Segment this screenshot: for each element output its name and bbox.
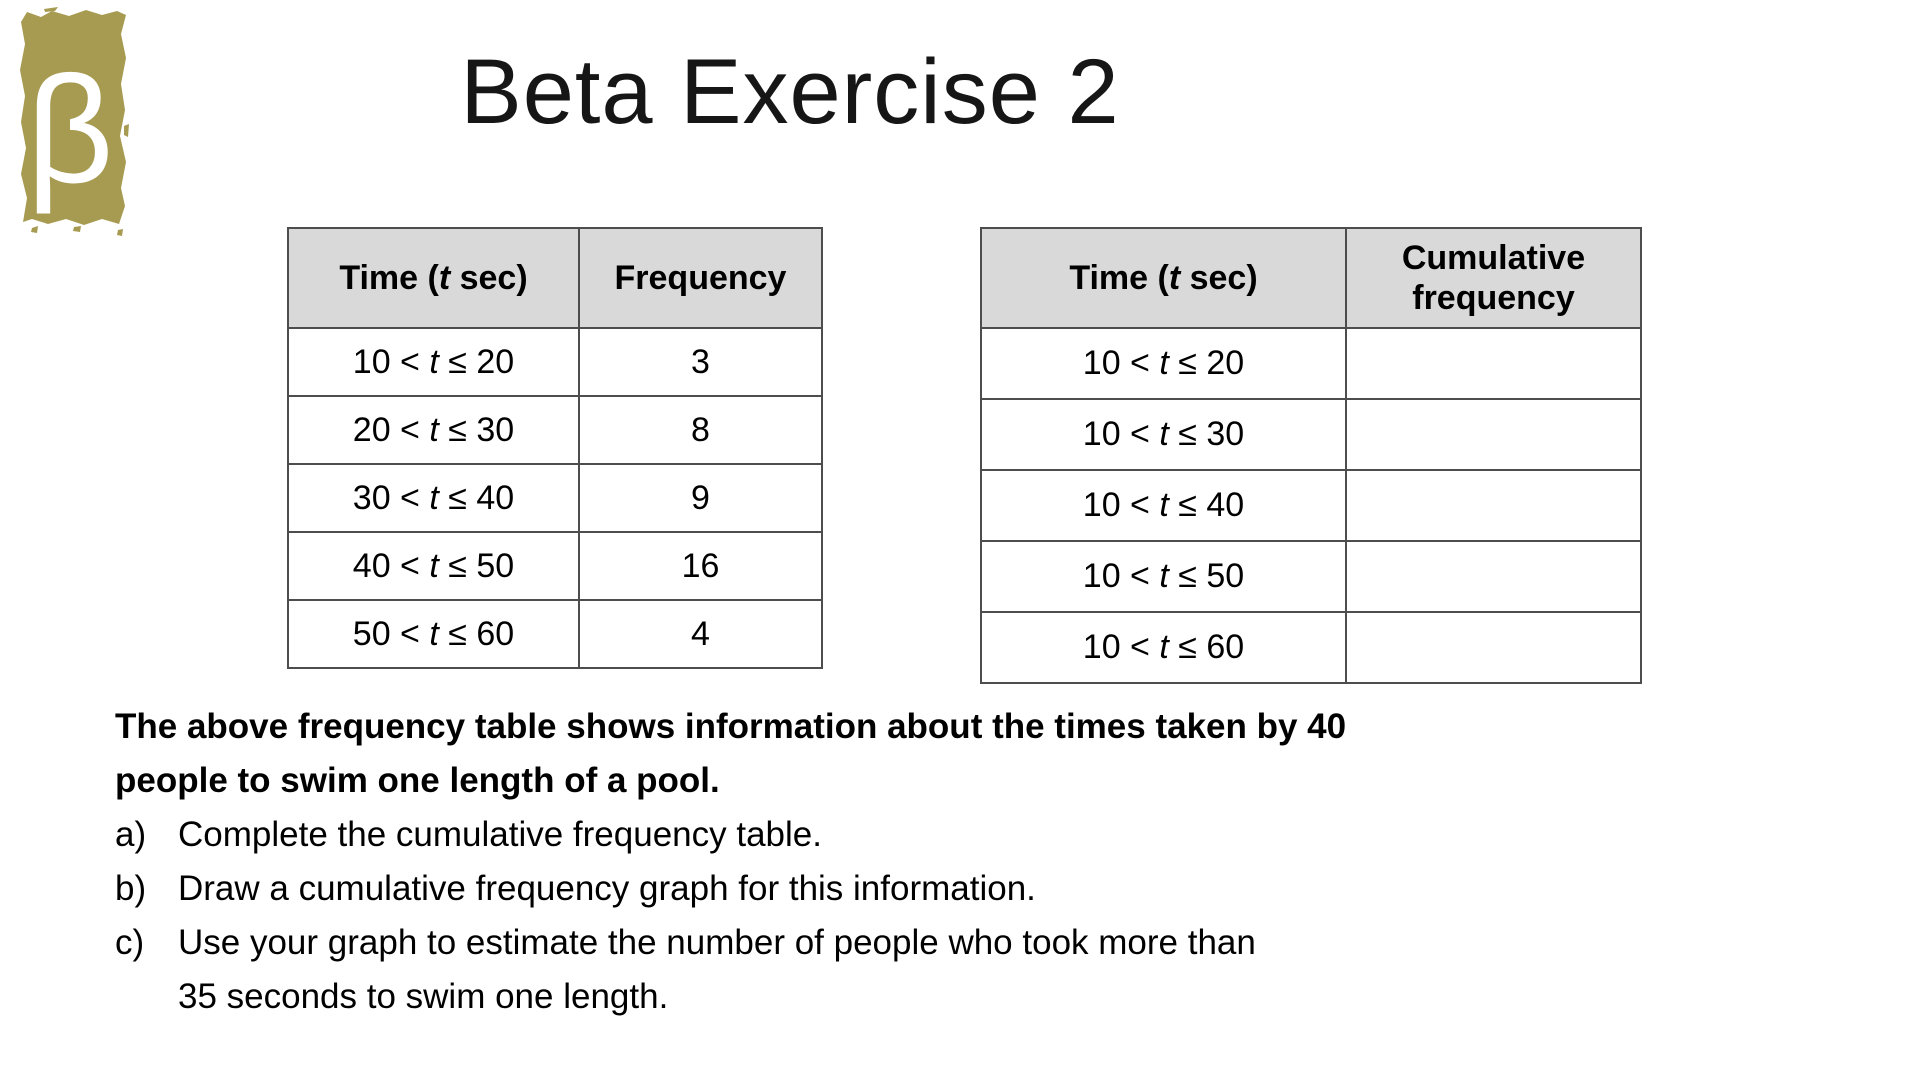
problem-statement: The above frequency table shows informat… <box>115 700 1460 1024</box>
cumulative-value-cell <box>1345 469 1642 542</box>
table-row: 10 < t ≤ 30 <box>980 398 1642 471</box>
interval-variable: t <box>1159 628 1169 666</box>
frequency-value-cell: 16 <box>578 531 823 601</box>
question-line: Use your graph to estimate the number of… <box>178 923 1256 962</box>
table-row: 50 < t ≤ 60 4 <box>287 599 823 669</box>
interval-lower: 10 < <box>352 342 430 381</box>
interval-upper: ≤ 50 <box>438 546 515 585</box>
time-interval-cell: 10 < t ≤ 40 <box>980 469 1347 542</box>
table-row: 10 < t ≤ 20 <box>980 327 1642 400</box>
question-item-a: a) Complete the cumulative frequency tab… <box>115 808 1460 862</box>
table-row: 10 < t ≤ 20 3 <box>287 327 823 397</box>
table-row: 30 < t ≤ 40 9 <box>287 463 823 533</box>
interval-lower: 10 < <box>1082 415 1160 453</box>
interval-lower: 10 < <box>1082 486 1160 524</box>
cumulative-value-cell <box>1345 398 1642 471</box>
time-interval-cell: 10 < t ≤ 50 <box>980 540 1347 613</box>
interval-lower: 10 < <box>1082 628 1160 666</box>
cumulative-value-cell <box>1345 540 1642 613</box>
problem-intro: The above frequency table shows informat… <box>115 700 1460 808</box>
interval-upper: ≤ 50 <box>1168 557 1245 595</box>
time-header-variable: t <box>1168 259 1181 297</box>
table-row: 20 < t ≤ 30 8 <box>287 395 823 465</box>
frequency-table: Time (t sec) Frequency 10 < t ≤ 20 3 20 … <box>287 227 823 669</box>
table-row: 10 < t ≤ 60 <box>980 611 1642 684</box>
frequency-value-cell: 9 <box>578 463 823 533</box>
interval-variable: t <box>429 410 439 449</box>
time-header-unit: sec) <box>450 259 528 297</box>
cumulative-value-cell <box>1345 327 1642 400</box>
interval-lower: 50 < <box>352 614 430 653</box>
time-interval-cell: 20 < t ≤ 30 <box>287 395 580 465</box>
question-label: a) <box>115 815 147 854</box>
interval-upper: ≤ 30 <box>438 410 515 449</box>
frequency-table-header-row: Time (t sec) Frequency <box>287 227 823 329</box>
frequency-table-frequency-header: Frequency <box>578 227 823 329</box>
frequency-value-cell: 3 <box>578 327 823 397</box>
time-interval-cell: 50 < t ≤ 60 <box>287 599 580 669</box>
question-text: Complete the cumulative frequency table. <box>178 808 1460 862</box>
interval-upper: ≤ 20 <box>1168 344 1245 382</box>
interval-upper: ≤ 30 <box>1168 415 1245 453</box>
frequency-value-cell: 8 <box>578 395 823 465</box>
interval-upper: ≤ 60 <box>1168 628 1245 666</box>
interval-upper: ≤ 60 <box>438 614 515 653</box>
time-header-variable: t <box>438 259 451 297</box>
interval-upper: ≤ 40 <box>1168 486 1245 524</box>
question-line: 35 seconds to swim one length. <box>178 977 669 1016</box>
time-interval-cell: 10 < t ≤ 60 <box>980 611 1347 684</box>
question-label: c) <box>115 923 145 962</box>
interval-upper: ≤ 40 <box>438 478 515 517</box>
interval-variable: t <box>429 342 439 381</box>
frequency-value-cell: 4 <box>578 599 823 669</box>
question-line: Draw a cumulative frequency graph for th… <box>178 869 1036 908</box>
time-interval-cell: 10 < t ≤ 20 <box>287 327 580 397</box>
time-interval-cell: 30 < t ≤ 40 <box>287 463 580 533</box>
beta-logo-art: β <box>20 7 129 236</box>
question-label: b) <box>115 869 147 908</box>
time-header-text: Time ( <box>1069 259 1169 297</box>
interval-variable: t <box>429 546 439 585</box>
beta-glyph: β <box>26 45 113 215</box>
cumulative-table-time-header: Time (t sec) <box>980 227 1347 329</box>
question-text: Use your graph to estimate the number of… <box>178 916 1460 1024</box>
interval-lower: 30 < <box>352 478 430 517</box>
interval-lower: 10 < <box>1082 557 1160 595</box>
cumulative-value-cell <box>1345 611 1642 684</box>
interval-lower: 20 < <box>352 410 430 449</box>
interval-variable: t <box>1159 486 1169 524</box>
interval-lower: 10 < <box>1082 344 1160 382</box>
time-interval-cell: 10 < t ≤ 30 <box>980 398 1347 471</box>
interval-variable: t <box>1159 415 1169 453</box>
interval-variable: t <box>1159 557 1169 595</box>
beta-logo: β <box>14 6 130 252</box>
table-row: 10 < t ≤ 50 <box>980 540 1642 613</box>
cumulative-table-header-row: Time (t sec) Cumulative frequency <box>980 227 1642 329</box>
interval-upper: ≤ 20 <box>438 342 515 381</box>
question-text: Draw a cumulative frequency graph for th… <box>178 862 1460 916</box>
table-row: 10 < t ≤ 40 <box>980 469 1642 542</box>
interval-lower: 40 < <box>352 546 430 585</box>
cumulative-frequency-header: Cumulative frequency <box>1345 227 1642 329</box>
frequency-table-time-header: Time (t sec) <box>287 227 580 329</box>
intro-line: people to swim one length of a pool. <box>115 761 720 800</box>
cumulative-frequency-table: Time (t sec) Cumulative frequency 10 < t… <box>980 227 1642 684</box>
question-item-c: c) Use your graph to estimate the number… <box>115 916 1460 1024</box>
table-row: 40 < t ≤ 50 16 <box>287 531 823 601</box>
time-interval-cell: 40 < t ≤ 50 <box>287 531 580 601</box>
interval-variable: t <box>1159 344 1169 382</box>
question-item-b: b) Draw a cumulative frequency graph for… <box>115 862 1460 916</box>
interval-variable: t <box>429 478 439 517</box>
time-header-unit: sec) <box>1180 259 1258 297</box>
question-line: Complete the cumulative frequency table. <box>178 815 822 854</box>
time-header-text: Time ( <box>339 259 439 297</box>
time-interval-cell: 10 < t ≤ 20 <box>980 327 1347 400</box>
page-title: Beta Exercise 2 <box>460 41 1120 143</box>
interval-variable: t <box>429 614 439 653</box>
intro-line: The above frequency table shows informat… <box>115 707 1347 746</box>
